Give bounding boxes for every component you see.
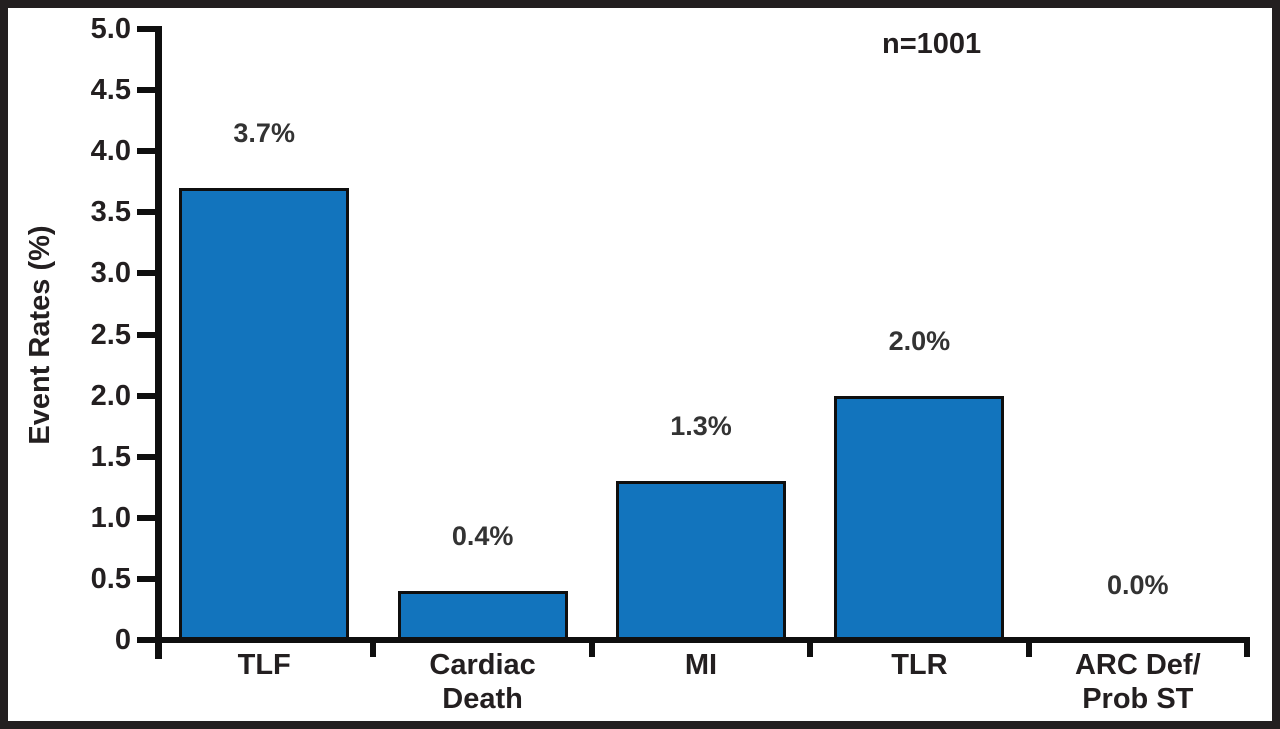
sample-size-annotation: n=1001	[882, 28, 982, 60]
y-tick-label: 0	[114, 624, 131, 656]
bar	[179, 187, 350, 640]
y-tick	[137, 26, 156, 32]
x-category-label: ARC Def/ Prob ST	[1074, 649, 1201, 715]
y-axis-line	[155, 26, 162, 659]
y-tick	[137, 148, 156, 155]
bar	[616, 481, 786, 640]
y-tick-label: 3.0	[90, 257, 131, 290]
x-category-label: MI	[684, 649, 718, 681]
y-tick-label: 4.0	[90, 135, 131, 168]
x-category-label: TLR	[891, 649, 948, 681]
bar-value-label: 3.7%	[233, 117, 295, 148]
y-tick	[137, 209, 156, 216]
x-tick	[370, 640, 377, 657]
y-tick-label: 2.5	[90, 318, 131, 351]
x-tick	[1244, 640, 1250, 657]
bar-value-label: 0.0%	[1107, 570, 1169, 600]
x-category-label: TLF	[237, 649, 291, 681]
bar	[397, 591, 568, 640]
bar	[834, 395, 1005, 640]
y-tick	[137, 453, 156, 460]
y-tick-label: 3.5	[90, 196, 131, 229]
y-tick-label: 1.0	[90, 501, 131, 534]
y-tick-label: 1.5	[90, 440, 131, 473]
x-axis-line	[152, 637, 1250, 643]
y-tick	[137, 331, 156, 338]
y-tick	[137, 637, 156, 643]
bar-value-label: 0.4%	[451, 521, 514, 552]
y-tick	[137, 514, 156, 521]
x-tick	[807, 640, 814, 657]
bar-value-label: 1.3%	[670, 411, 732, 442]
x-tick	[1025, 640, 1032, 657]
bar-value-label: 2.0%	[888, 325, 951, 356]
x-category-label: Cardiac Death	[429, 649, 536, 715]
y-tick-label: 4.5	[90, 74, 131, 107]
x-tick	[588, 640, 595, 657]
y-tick	[137, 87, 156, 94]
y-tick	[137, 270, 156, 277]
y-tick	[137, 392, 156, 399]
y-tick	[137, 575, 156, 582]
y-tick-label: 0.5	[90, 562, 131, 595]
y-tick-label: 2.0	[90, 379, 131, 412]
y-tick-label: 5.0	[90, 13, 131, 45]
